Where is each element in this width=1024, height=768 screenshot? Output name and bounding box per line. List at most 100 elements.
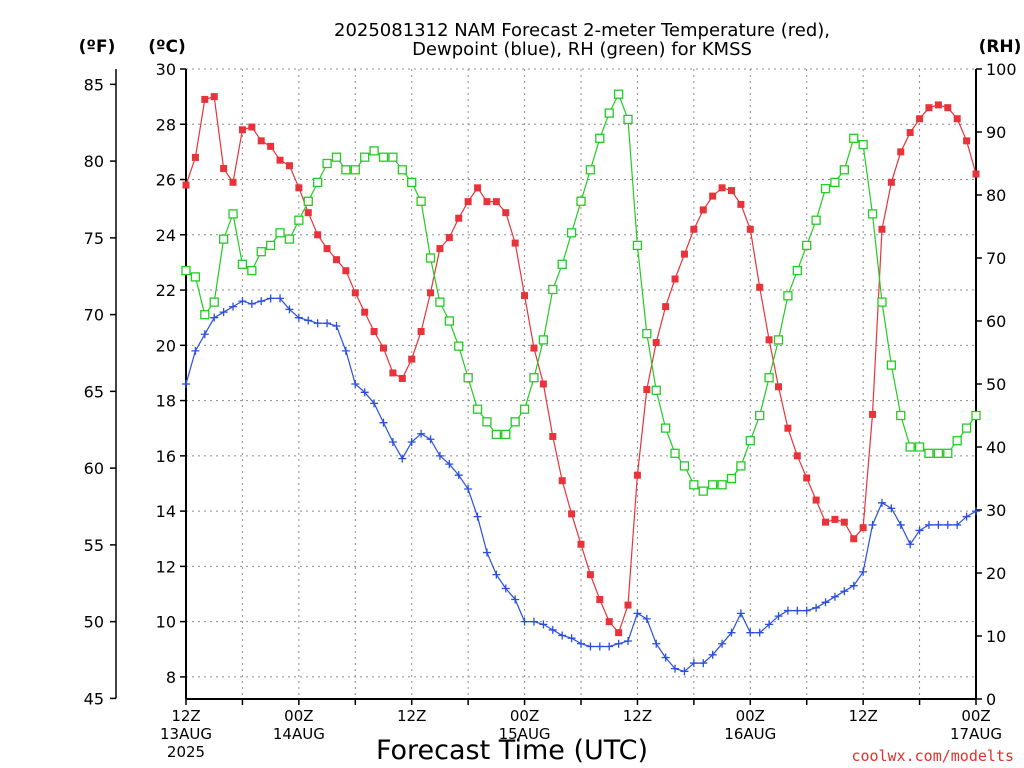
dewpoint-point	[276, 294, 285, 303]
temperature-point	[793, 452, 801, 460]
dewpoint-point	[435, 451, 444, 460]
dewpoint-point	[699, 659, 708, 668]
temperature-point	[342, 267, 350, 275]
dewpoint-point	[802, 606, 811, 615]
fahrenheit-tick-label: 85	[84, 75, 104, 94]
time-tick-date-label: 15AUG	[499, 725, 551, 743]
temperature-point	[370, 328, 378, 335]
temperature-point	[502, 209, 510, 217]
dewpoint-point	[520, 617, 529, 626]
rh-point	[773, 335, 784, 345]
source-credit: coolwx.com/modelts	[851, 747, 1014, 765]
temperature-point	[784, 424, 792, 432]
temperature-point	[925, 104, 933, 112]
time-tick-label: 12Z	[171, 707, 200, 725]
dewpoint-point	[868, 520, 877, 529]
dewpoint-point	[238, 297, 247, 306]
rh-point	[623, 114, 633, 125]
time-tick-date-label: 14AUG	[273, 725, 325, 743]
rh-point	[548, 284, 558, 295]
celsius-tick-label: 14	[156, 502, 176, 521]
dewpoint-point	[577, 639, 585, 648]
rh-point	[444, 316, 454, 326]
dewpoint-point	[229, 302, 238, 311]
rh-point	[943, 448, 953, 458]
dewpoint-point	[887, 504, 896, 513]
celsius-tick-label: 30	[156, 60, 176, 79]
temperature-point	[605, 618, 613, 626]
temperature-point	[803, 474, 811, 482]
chart-title-line-2: Dewpoint (blue), RH (green) for KMSS	[412, 39, 752, 60]
dewpoint-point	[388, 438, 397, 447]
dewpoint-point	[614, 639, 623, 648]
rh-point	[886, 360, 897, 370]
rh-point	[209, 297, 219, 307]
temperature-point	[822, 518, 830, 526]
rh-point	[284, 234, 295, 244]
dewpoint-point	[501, 584, 510, 593]
rh-point	[783, 291, 793, 301]
temperature-point	[530, 344, 538, 352]
temperature-point	[257, 137, 265, 145]
data-series	[181, 89, 981, 676]
fahrenheit-tick-label: 75	[84, 229, 104, 248]
rh-point	[961, 423, 972, 433]
dewpoint-point	[793, 606, 802, 615]
dewpoint-point	[755, 628, 764, 637]
temperature-point	[323, 245, 331, 253]
temperature-point	[944, 104, 952, 112]
temperature-point	[304, 209, 312, 217]
temperature-point	[878, 225, 886, 233]
dewpoint-point	[294, 313, 303, 322]
rh-tick-label: 30	[986, 501, 1006, 520]
temperature-point	[727, 187, 735, 195]
time-tick-label: 12Z	[397, 707, 426, 725]
rh-point	[896, 410, 906, 421]
dewpoint-point	[567, 634, 576, 643]
rh-point	[538, 335, 549, 345]
temperature-point	[276, 156, 284, 164]
celsius-tick-label: 26	[156, 171, 176, 190]
rh-point	[388, 152, 398, 162]
rh-point	[491, 429, 502, 440]
temperature-point	[775, 383, 782, 391]
rh-point	[256, 247, 266, 257]
rh-point	[519, 404, 530, 414]
rh-point	[811, 215, 821, 225]
temperature-point	[201, 95, 209, 103]
rh-point	[228, 209, 238, 219]
celsius-tick-label: 8	[166, 668, 176, 687]
dewpoint-point	[539, 620, 548, 629]
rh-point	[303, 196, 313, 206]
temperature-point	[972, 170, 980, 178]
rh-point	[369, 146, 379, 156]
rh-point	[905, 442, 915, 452]
temperature-point	[596, 596, 604, 604]
dewpoint-point	[511, 595, 520, 604]
grid-lines	[186, 68, 976, 699]
time-tick-label: 00Z	[736, 707, 765, 725]
temperature-point	[624, 601, 632, 609]
temperature-point	[285, 162, 293, 170]
dewpoint-point	[953, 520, 962, 529]
rh-point	[830, 177, 840, 188]
rh-point	[613, 89, 624, 99]
temperature-point	[558, 477, 566, 485]
rh-point	[792, 265, 802, 276]
temperature-point	[840, 518, 848, 526]
dewpoint-point	[783, 606, 792, 615]
celsius-tick-label: 22	[156, 281, 176, 300]
fahrenheit-tick-label: 60	[84, 459, 104, 478]
tick-labels: 45 50 55 60 65 70 75 80 85 8 10 12 14 16 18 20 22 24 26 28 3…	[84, 60, 1017, 761]
rh-tick-label: 70	[986, 249, 1006, 268]
rh-point	[360, 152, 370, 162]
temperature-point	[445, 234, 453, 242]
rh-point	[482, 417, 492, 427]
rh-point	[265, 240, 276, 251]
rh-point	[378, 152, 389, 162]
dewpoint-point	[736, 609, 745, 618]
fahrenheit-tick-label: 45	[84, 689, 104, 708]
dewpoint-point	[624, 636, 633, 645]
dewpoint-point	[473, 512, 482, 521]
temperature-point	[953, 115, 961, 123]
